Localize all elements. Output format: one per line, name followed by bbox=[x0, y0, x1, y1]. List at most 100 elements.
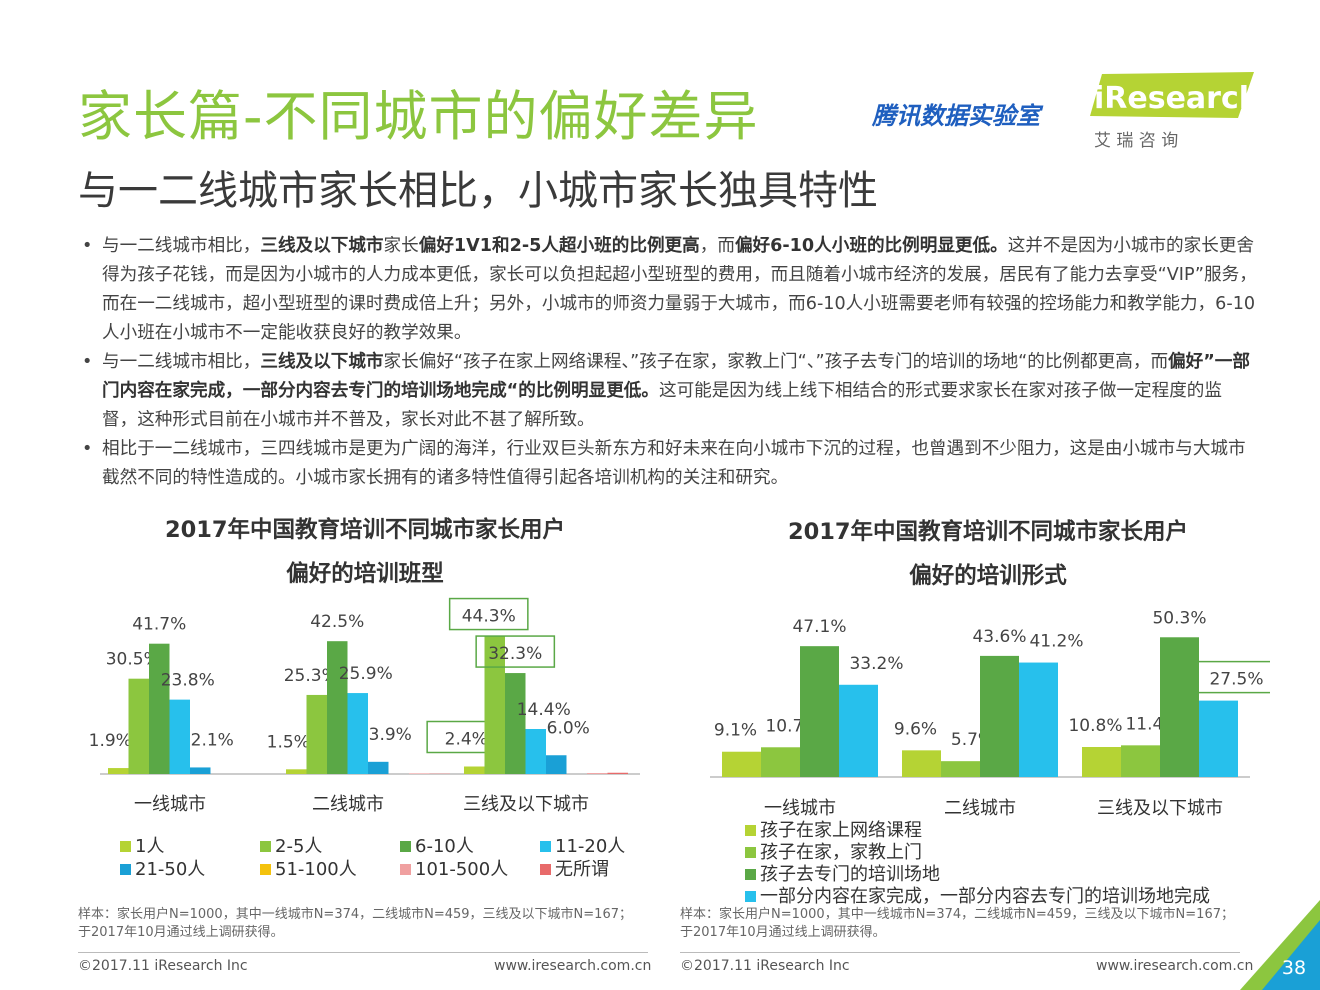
bullet-bold-text: 偏好1V1和2-5人超小班的比例更高 bbox=[418, 236, 700, 256]
data-label-1-1-3: 41.2% bbox=[1029, 632, 1083, 652]
bar-0-0-2 bbox=[149, 643, 170, 774]
page-title: 家长篇-不同城市的偏好差异 bbox=[78, 85, 759, 148]
legend-label-1-0: 孩子在家上网络课程 bbox=[760, 820, 922, 841]
category-label-1-2: 三线及以下城市 bbox=[1097, 798, 1223, 819]
category-label-1-1: 二线城市 bbox=[944, 798, 1016, 819]
legend-label-0-5: 51-100人 bbox=[275, 859, 357, 880]
bar-1-0-0 bbox=[722, 751, 761, 777]
chart2-title-line1: 2017年中国教育培训不同城市家长用户 bbox=[787, 519, 1189, 545]
logo-subtext: 艾 瑞 咨 询 bbox=[1094, 131, 1178, 151]
bar-1-2-3 bbox=[1199, 700, 1238, 777]
bar-1-2-2 bbox=[1160, 637, 1199, 777]
bar-0-1-4 bbox=[368, 761, 389, 774]
chart2-title-line2: 偏好的培训形式 bbox=[909, 563, 1067, 589]
highlight-box-0-2-1 bbox=[448, 597, 529, 631]
bar-0-2-7 bbox=[607, 772, 628, 774]
data-label-0-1-3: 25.9% bbox=[339, 664, 393, 684]
legend-swatch-0-4 bbox=[120, 864, 131, 875]
category-label-0-2: 三线及以下城市 bbox=[463, 794, 589, 815]
bullet-item: • 相比于一二线城市，三四线城市是更为广阔的海洋，行业双巨头新东方和好未来在向小城… bbox=[82, 435, 1257, 493]
bullet-item: • 与一二线城市相比，三线及以下城市家长偏好“孩子在家上网络课程、”孩子在家，家教… bbox=[82, 348, 1257, 435]
legend-swatch-1-1 bbox=[745, 847, 756, 858]
data-label-0-2-3: 14.4% bbox=[517, 700, 571, 720]
bar-1-1-0 bbox=[902, 750, 941, 777]
footer-divider-right bbox=[680, 952, 1240, 953]
legend-label-1-1: 孩子在家，家教上门 bbox=[760, 842, 922, 863]
corner-decoration: 38 bbox=[1240, 900, 1320, 990]
legend-swatch-0-7 bbox=[540, 864, 551, 875]
partner-logo-text: 腾讯数据实验室 bbox=[872, 102, 1040, 130]
bar-0-2-4 bbox=[546, 755, 567, 774]
legend-swatch-0-2 bbox=[400, 841, 411, 852]
bar-1-2-1 bbox=[1121, 745, 1160, 777]
data-label-0-2-4: 6.0% bbox=[547, 718, 590, 738]
data-label-1-2-2: 50.3% bbox=[1152, 608, 1206, 628]
bullet-text: 相比于一二线城市，三四线城市是更为广阔的海洋，行业双巨头新东方和好未来在向小城市… bbox=[102, 439, 1246, 488]
legend-swatch-1-2 bbox=[745, 869, 756, 880]
chart1-sample-note: 样本：家长用户N=1000，其中一线城市N=374，二线城市N=459，三线及以… bbox=[78, 907, 632, 940]
data-label-0-1-2: 42.5% bbox=[310, 612, 364, 632]
bar-0-0-1 bbox=[128, 678, 149, 774]
legend-label-0-0: 1人 bbox=[135, 836, 164, 857]
bar-1-0-2 bbox=[800, 646, 839, 777]
legend-label-1-3: 一部分内容在家完成，一部分内容去专门的培训场地完成 bbox=[760, 886, 1210, 907]
legend-label-0-2: 6-10人 bbox=[415, 836, 474, 857]
bar-1-0-1 bbox=[761, 747, 800, 777]
footer-copyright-left: ©2017.11 iResearch Inc bbox=[78, 958, 248, 974]
data-label-0-2-2: 32.3% bbox=[488, 644, 542, 664]
bullet-text: 与一二线城市相比， bbox=[102, 352, 261, 372]
category-label-0-1: 二线城市 bbox=[312, 794, 384, 815]
bullet-text: 这可能是因为线上线下相结合的形式要求家长在家对孩子做一定程度的监督，这种形式目前… bbox=[102, 381, 1222, 430]
data-label-0-1-0: 1.5% bbox=[267, 732, 310, 752]
bar-1-0-3 bbox=[839, 684, 878, 777]
data-label-0-2-1: 44.3% bbox=[462, 607, 516, 627]
bar-0-1-0 bbox=[286, 769, 307, 774]
legend-label-0-4: 21-50人 bbox=[135, 859, 205, 880]
iresearch-logo: iResearch 艾 瑞 咨 询 bbox=[1090, 72, 1258, 151]
data-label-0-0-4: 2.1% bbox=[191, 730, 234, 750]
bar-0-2-3 bbox=[525, 729, 546, 774]
data-label-1-2-0: 10.8% bbox=[1068, 716, 1122, 736]
category-label-0-0: 一线城市 bbox=[134, 794, 206, 815]
legend-swatch-0-5 bbox=[260, 864, 271, 875]
footer-copyright-right: ©2017.11 iResearch Inc bbox=[680, 958, 850, 974]
category-label-1-0: 一线城市 bbox=[764, 798, 836, 819]
bar-0-0-4 bbox=[190, 767, 211, 774]
data-label-0-2-0: 2.4% bbox=[445, 730, 488, 750]
legend-swatch-0-6 bbox=[400, 864, 411, 875]
bar-0-1-2 bbox=[327, 641, 348, 774]
bar-1-1-3 bbox=[1019, 662, 1058, 777]
bar-0-2-6 bbox=[587, 773, 608, 774]
bar-0-1-1 bbox=[306, 694, 327, 774]
highlight-box-0-2-2 bbox=[475, 635, 556, 668]
logo-banner-shape bbox=[1090, 72, 1254, 118]
highlight-box-1-2-3 bbox=[1196, 660, 1270, 694]
bar-0-0-0 bbox=[108, 768, 129, 774]
legend-label-0-1: 2-5人 bbox=[275, 836, 322, 857]
footer-url-left[interactable]: www.iresearch.com.cn bbox=[494, 958, 652, 974]
legend-label-0-3: 11-20人 bbox=[555, 836, 625, 857]
bullet-text: 这并不是因为小城市的家长更舍得为孩子花钱，而是因为小城市的人力成本更低，家长可以… bbox=[102, 236, 1257, 343]
bullet-text: 家长 bbox=[383, 236, 419, 256]
legend-label-0-6: 101-500人 bbox=[415, 859, 508, 880]
legend-label-0-7: 无所谓 bbox=[555, 859, 609, 880]
data-label-1-1-0: 9.6% bbox=[894, 719, 937, 739]
chart1-title-line1: 2017年中国教育培训不同城市家长用户 bbox=[164, 517, 566, 543]
page-number: 38 bbox=[1282, 957, 1306, 979]
footer-divider-left bbox=[78, 952, 648, 953]
bullet-list: • 与一二线城市相比，三线及以下城市家长偏好1V1和2-5人超小班的比例更高，而偏… bbox=[82, 232, 1257, 493]
data-label-0-0-1: 30.5% bbox=[106, 650, 160, 670]
bullet-dot: • bbox=[82, 352, 93, 372]
data-label-1-0-2: 47.1% bbox=[792, 617, 846, 637]
bullet-text: 与一二线城市相比， bbox=[102, 236, 261, 256]
logo-text: iResearch bbox=[1094, 81, 1258, 116]
bar-0-1-3 bbox=[347, 693, 368, 774]
footer-url-right[interactable]: www.iresearch.com.cn bbox=[1096, 958, 1254, 974]
bar-0-2-0 bbox=[464, 766, 485, 774]
chart2-sample-note: 样本：家长用户N=1000，其中一线城市N=374，二线城市N=459，三线及以… bbox=[680, 907, 1234, 940]
data-label-0-0-3: 23.8% bbox=[161, 671, 215, 691]
bar-0-2-1 bbox=[484, 635, 505, 774]
data-label-0-1-4: 3.9% bbox=[369, 725, 412, 745]
chart1-title-line2: 偏好的培训班型 bbox=[286, 561, 444, 587]
